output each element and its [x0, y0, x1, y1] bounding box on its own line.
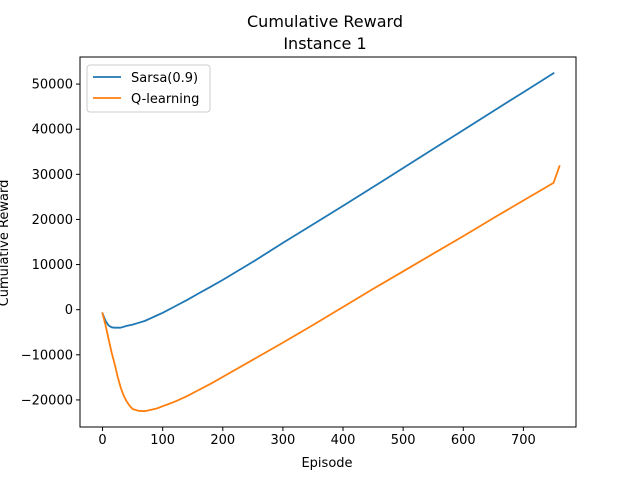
y-tick-label: −10000	[21, 348, 73, 363]
x-axis-label: Episode	[301, 456, 352, 471]
x-tick-label: 700	[511, 433, 536, 448]
y-tick-label: 20000	[32, 213, 73, 228]
series-line-sarsa-0-9	[101, 71, 555, 329]
y-tick-label: −20000	[21, 393, 73, 408]
x-tick-label: 0	[98, 433, 106, 448]
x-tick-label: 300	[270, 433, 295, 448]
legend-label-q-learning: Q-learning	[131, 92, 199, 107]
legend: Sarsa(0.9) Q-learning	[86, 64, 211, 113]
y-tick-label: 40000	[32, 123, 73, 138]
legend-label-sarsa: Sarsa(0.9)	[131, 71, 198, 86]
x-tick-label: 200	[210, 433, 235, 448]
x-tick-label: 400	[331, 433, 356, 448]
y-tick-label: 0	[65, 303, 73, 318]
series-line-q-learning	[101, 165, 561, 413]
plot-background	[80, 57, 576, 427]
axes-layer: 0 100 200 300 400 500 600 700 −20000 −10000 0 10000…	[21, 56, 577, 448]
x-tick-label: 100	[150, 433, 175, 448]
y-tick-label: 10000	[32, 258, 73, 273]
plot-area	[80, 57, 576, 427]
y-tick-label: 30000	[32, 168, 73, 183]
x-tick-label: 500	[391, 433, 416, 448]
axes-frame	[79, 56, 577, 428]
chart-title-line2: Instance 1	[283, 34, 366, 53]
y-tick-label: 50000	[32, 78, 73, 93]
series-layer	[101, 71, 561, 413]
chart-title-line1: Cumulative Reward	[247, 12, 403, 31]
x-tick-label: 600	[451, 433, 476, 448]
y-axis-label: Cumulative Reward	[0, 180, 12, 307]
